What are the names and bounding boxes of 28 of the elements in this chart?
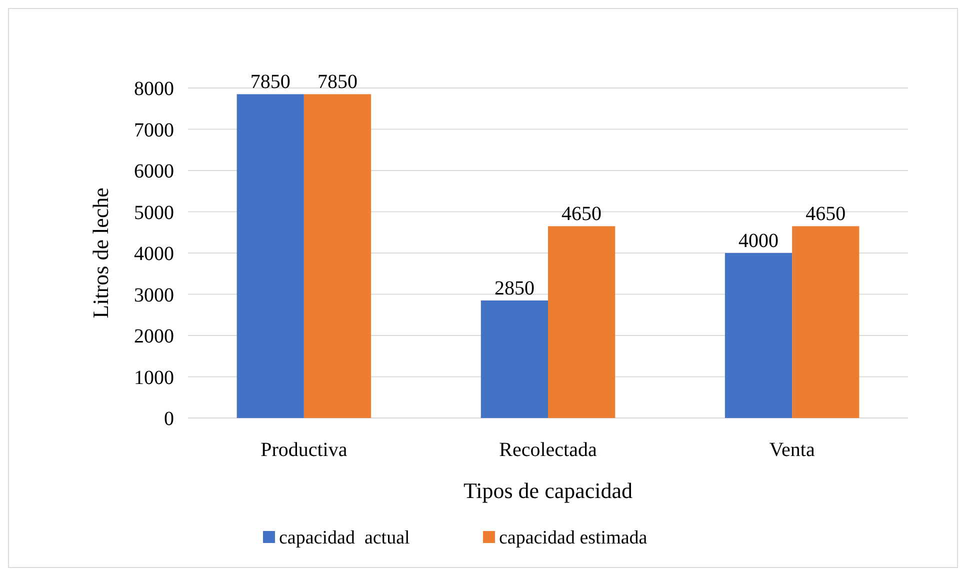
bar (480, 300, 548, 418)
x-axis-title: Tipos de capacidad (463, 478, 633, 503)
y-tick-label: 3000 (134, 284, 174, 306)
data-label: 4000 (738, 230, 779, 252)
data-label: 7850 (250, 71, 290, 94)
y-tick-label: 7000 (134, 119, 174, 142)
bar (724, 253, 792, 418)
x-tick-label: Recolectada (499, 439, 597, 461)
bar (792, 226, 860, 418)
bar (548, 226, 616, 418)
data-label: 4650 (562, 203, 602, 226)
y-tick-label: 8000 (134, 78, 174, 100)
y-tick-label: 5000 (134, 202, 174, 224)
bar (304, 94, 372, 418)
data-label: 2850 (494, 277, 534, 300)
data-label: 7850 (317, 71, 358, 94)
legend-label: capacidad actual (279, 528, 410, 549)
y-axis-title: Litros de leche (88, 188, 113, 318)
data-label: 4650 (806, 203, 846, 226)
x-tick-label: Venta (769, 439, 815, 461)
y-tick-label: 6000 (134, 160, 174, 182)
y-tick-label: 2000 (134, 326, 174, 348)
y-tick-label: 4000 (134, 243, 174, 265)
y-tick-label: 1000 (134, 366, 174, 389)
x-tick-label: Productiva (260, 439, 348, 461)
bar (236, 94, 304, 418)
legend-label: capacidad estimada (499, 528, 648, 549)
y-tick-label: 0 (164, 408, 174, 430)
